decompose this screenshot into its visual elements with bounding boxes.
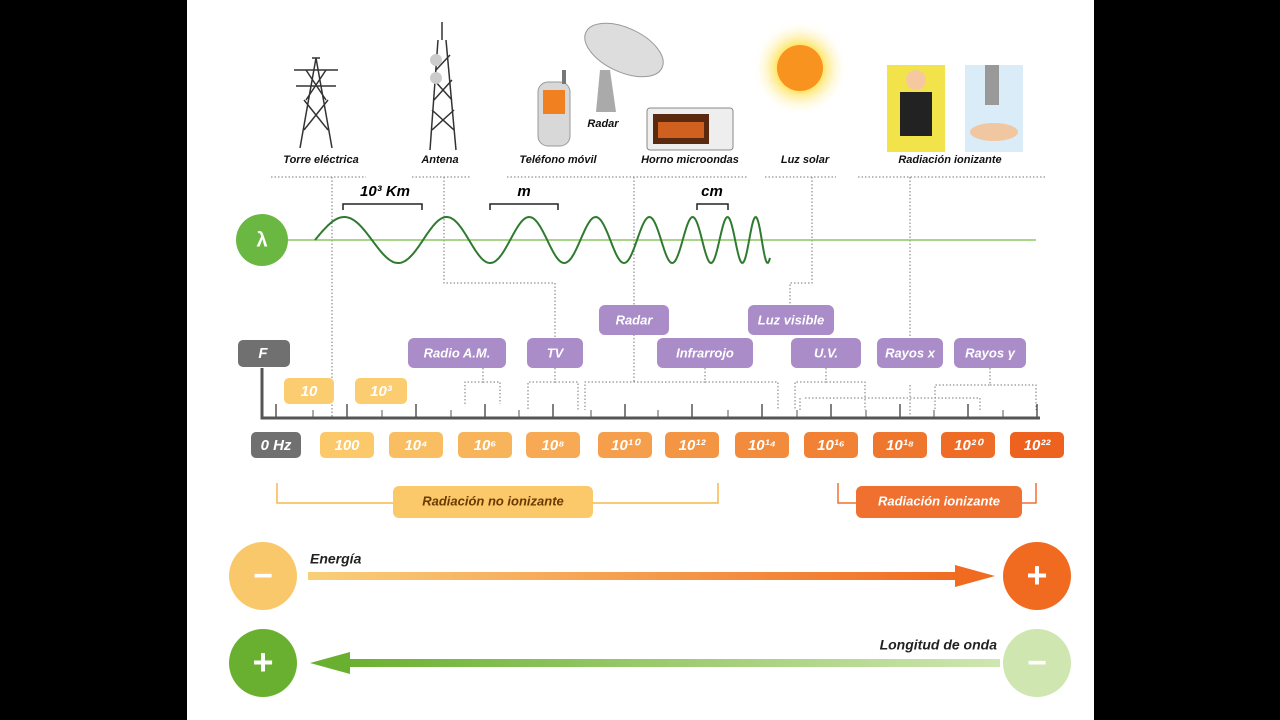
non-ionizing-bracket	[276, 483, 719, 504]
freq-label: 10¹²	[679, 437, 707, 454]
length-label: Longitud de onda	[880, 637, 998, 653]
freq-label: 10¹⁰	[611, 437, 642, 454]
freq-box	[598, 432, 652, 458]
scale-label: 10³ Km	[360, 183, 410, 200]
band-label: Rayos x	[885, 345, 936, 360]
freq-box	[320, 432, 374, 458]
bands: Radio A.M. TV Radar Infrarrojo Luz visible U.…	[408, 305, 1026, 368]
wave	[314, 215, 771, 265]
device-label: Luz solar	[781, 154, 830, 166]
freq-label: 10²⁰	[954, 437, 985, 454]
upper-freq-label: 10	[301, 383, 318, 400]
device-label: Horno microondas	[641, 154, 739, 166]
band-box	[657, 338, 753, 368]
band-label: Rayos γ	[965, 345, 1016, 360]
non-ionizing-box	[393, 486, 593, 518]
freq-label: 10¹⁴	[748, 437, 776, 454]
band-box	[748, 305, 834, 335]
length-high	[229, 629, 297, 697]
axis-line	[260, 368, 1040, 420]
energy-high	[1003, 542, 1071, 610]
energy-low-sign: −	[253, 557, 273, 595]
xray-icon	[887, 65, 1023, 152]
upper-freq-label: 10³	[370, 383, 393, 400]
f-badge	[238, 340, 290, 367]
freq-box	[941, 432, 995, 458]
energy-arrowhead	[955, 565, 995, 587]
upper-freq-box	[355, 378, 407, 404]
energy-high-sign: +	[1026, 555, 1047, 596]
device-label: Radiación ionizante	[898, 154, 1001, 166]
freq-label: 10¹⁸	[886, 437, 914, 454]
freq-box	[735, 432, 789, 458]
connectors	[271, 176, 1047, 418]
f-symbol: F	[258, 345, 268, 362]
freq-box	[873, 432, 927, 458]
freq-label: 10⁸	[542, 437, 565, 454]
scale-label: cm	[701, 183, 723, 200]
freq-box	[665, 432, 719, 458]
freq-box	[1010, 432, 1064, 458]
freq-label: 10⁶	[474, 437, 497, 454]
phone-icon	[537, 70, 571, 147]
device-label: Torre eléctrica	[283, 154, 358, 166]
band-label: TV	[547, 345, 565, 360]
length-arrow	[345, 659, 1000, 667]
band-box	[954, 338, 1026, 368]
frequency-axis: 0 Hz 100 10⁴ 10⁶ 10⁸ 10¹⁰ 10¹² 10¹⁴ 10¹⁶ 10¹⁸ 10²⁰…	[251, 368, 1064, 458]
band-label: Radar	[616, 312, 654, 327]
antenna-icon	[429, 22, 457, 151]
band-box	[791, 338, 861, 368]
length-high-sign: +	[252, 642, 273, 683]
energy-label: Energía	[310, 551, 362, 567]
length-low-sign: −	[1027, 644, 1047, 682]
band-label: Infrarrojo	[676, 345, 734, 360]
length-arrowhead	[310, 652, 350, 674]
sun-icon	[752, 20, 848, 116]
freq-box	[251, 432, 301, 458]
ionizing-box	[856, 486, 1022, 518]
ionizing-bracket	[837, 483, 1037, 504]
scale-label: m	[517, 183, 530, 200]
device-label: Teléfono móvil	[519, 154, 597, 166]
band-label: U.V.	[814, 345, 838, 360]
freq-box	[389, 432, 443, 458]
freq-box	[804, 432, 858, 458]
freq-label: 100	[334, 437, 360, 454]
freq-label: 10²²	[1024, 437, 1052, 454]
device-label: Antena	[420, 154, 458, 166]
band-box	[599, 305, 669, 335]
length-low	[1003, 629, 1071, 697]
ionizing-label: Radiación ionizante	[878, 493, 1000, 508]
freq-box	[526, 432, 580, 458]
band-box	[408, 338, 506, 368]
energy-low	[229, 542, 297, 610]
freq-label: 10¹⁶	[817, 437, 845, 454]
band-box	[527, 338, 583, 368]
upper-freq-box	[284, 378, 334, 404]
radar-icon	[584, 22, 664, 112]
energy-arrow	[308, 572, 968, 580]
scale-brackets	[342, 203, 729, 210]
microwave-icon	[646, 107, 734, 151]
band-label: Radio A.M.	[424, 345, 491, 360]
freq-label: 10⁴	[404, 437, 427, 454]
band-box	[877, 338, 943, 368]
device-label: Radar	[587, 118, 619, 130]
tower-icon	[294, 57, 338, 149]
band-label: Luz visible	[758, 312, 824, 327]
lambda-symbol: λ	[256, 229, 267, 251]
freq-box	[458, 432, 512, 458]
non-ionizing-label: Radiación no ionizante	[422, 493, 564, 508]
freq-label: 0 Hz	[261, 437, 292, 454]
lambda-badge	[236, 214, 288, 266]
